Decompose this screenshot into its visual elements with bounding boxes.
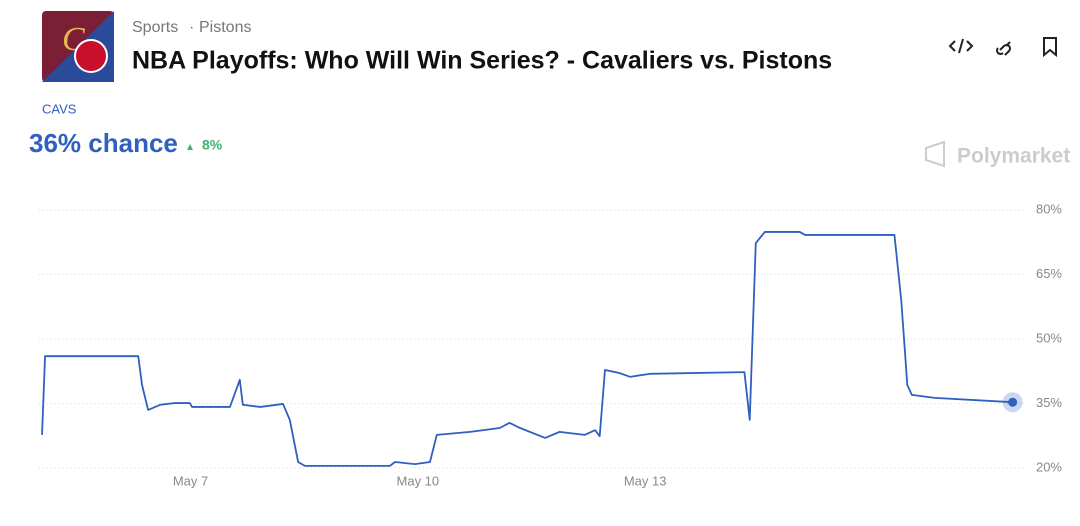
breadcrumb[interactable]: Pistons bbox=[199, 19, 251, 36]
y-tick-label: 50% bbox=[1036, 330, 1062, 345]
breadcrumb-separator: · bbox=[189, 19, 194, 36]
x-tick-label: May 13 bbox=[624, 473, 667, 488]
breadcrumb[interactable]: Sports bbox=[132, 19, 178, 36]
price-line bbox=[41, 231, 1013, 467]
chance: 36% chance bbox=[29, 128, 178, 158]
link-icon[interactable] bbox=[995, 41, 1012, 56]
bookmark-icon[interactable] bbox=[1043, 37, 1057, 58]
toolbar bbox=[948, 37, 1057, 58]
x-tick-label: May 10 bbox=[397, 473, 440, 488]
y-tick-label: 35% bbox=[1036, 395, 1062, 410]
current-point bbox=[1008, 397, 1018, 407]
brand-logo bbox=[925, 140, 945, 168]
y-tick-label: 20% bbox=[1036, 459, 1062, 474]
up-arrow bbox=[187, 144, 193, 150]
brand: Polymarket bbox=[957, 145, 1070, 168]
embed-icon[interactable] bbox=[948, 38, 974, 54]
y-tick-label: 65% bbox=[1036, 266, 1062, 281]
outcome-label: CAVS bbox=[42, 101, 77, 116]
page-title: NBA Playoffs: Who Will Win Series? - Cav… bbox=[132, 47, 832, 75]
market-logo: C bbox=[42, 11, 114, 82]
change: 8% bbox=[202, 137, 223, 153]
y-tick-label: 80% bbox=[1036, 201, 1062, 216]
x-tick-label: May 7 bbox=[173, 473, 208, 488]
